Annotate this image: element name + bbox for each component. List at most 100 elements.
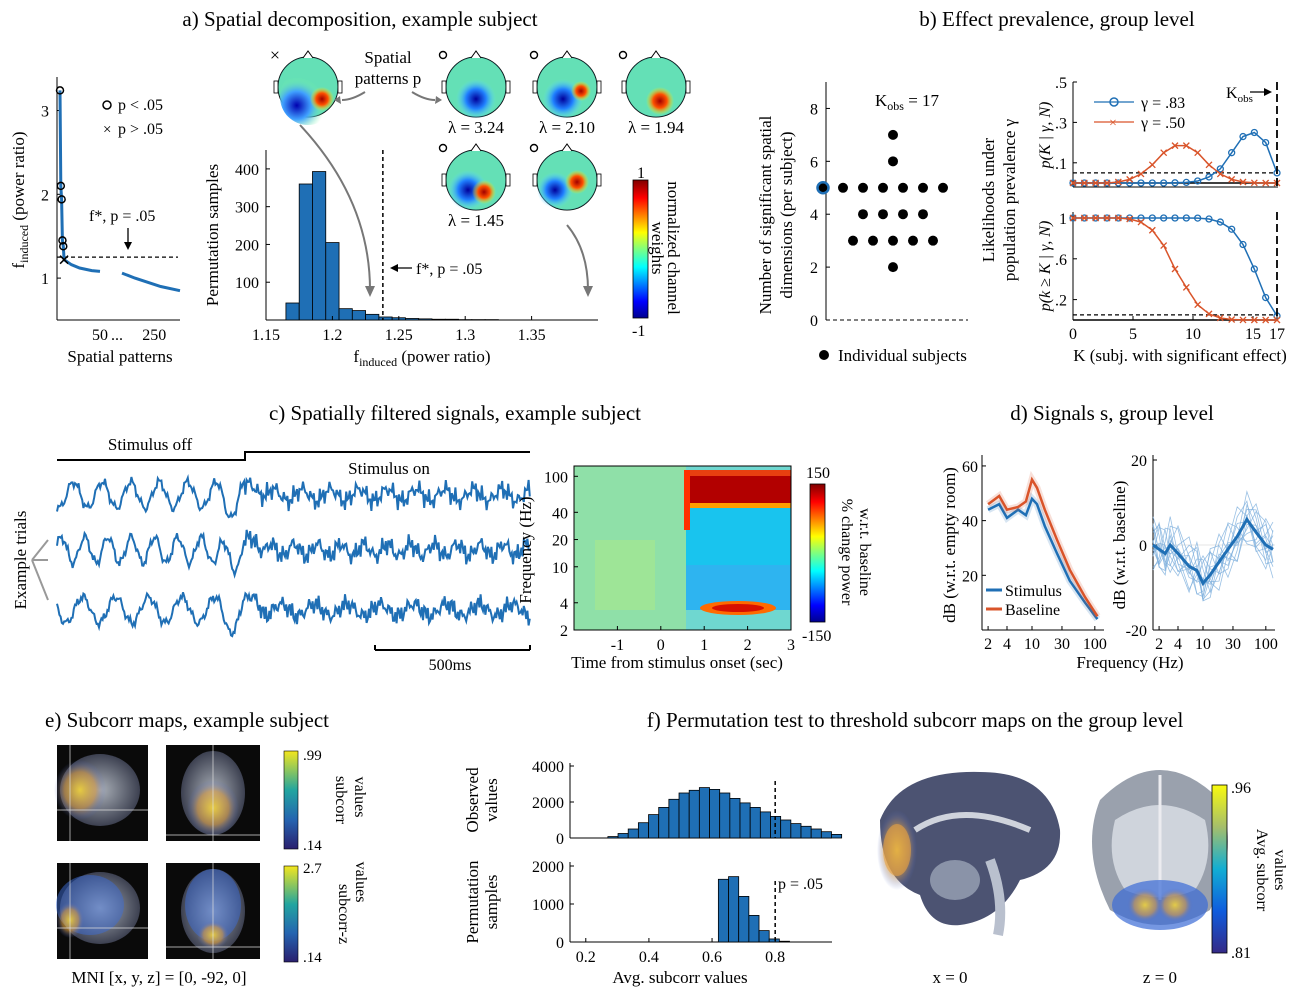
a-hist-ytick-label: 400 — [235, 162, 259, 179]
f-hist-bar — [748, 915, 760, 943]
subject-dot — [878, 182, 888, 193]
d-left-xtick-label: 4 — [1003, 636, 1011, 653]
a-left-ylabel: finduced (power ratio) — [9, 131, 31, 268]
topomap-ear — [505, 80, 511, 94]
lambda-label: λ = 2.10 — [539, 118, 595, 137]
tfr-ylabel: Frequency (Hz) — [516, 496, 535, 603]
a-hist-bar — [405, 318, 420, 321]
stimulus-on-label: Stimulus on — [348, 459, 430, 478]
cb-a-label-2: weights — [648, 222, 667, 275]
f-hist-bar — [717, 878, 729, 943]
prev-marker-circle — [1216, 165, 1224, 173]
a-hist-bar — [338, 308, 353, 321]
panel-b-title: b) Effect prevalence, group level — [919, 7, 1195, 31]
tfr-xtick-label: 1 — [700, 637, 708, 654]
tfr-cb-min: -150 — [802, 628, 831, 645]
panel-a-title: a) Spatial decomposition, example subjec… — [182, 7, 537, 31]
brain-z-label: z = 0 — [1143, 968, 1177, 987]
f-hist-xtick-label: 0.4 — [639, 949, 659, 966]
f-obs-ylabel-2: values — [482, 778, 501, 821]
prev-marker-x — [1069, 179, 1077, 187]
topomap-blob — [310, 87, 334, 111]
lambda-label: λ = 3.24 — [448, 118, 505, 137]
prev-marker-x — [1262, 316, 1270, 324]
prev-marker-x — [1228, 316, 1236, 323]
prev-ytick-label: .6 — [1055, 252, 1067, 269]
prev-marker-x — [1216, 314, 1224, 322]
f-cb-label-2: values — [1271, 850, 1288, 891]
a-hist-bar — [365, 313, 380, 321]
d-right-ytick-label: 20 — [1131, 453, 1147, 470]
f-perm-annotation: p = .05 — [778, 876, 823, 893]
pattern-label-2: patterns p — [355, 69, 422, 88]
prev-marker-x — [1114, 214, 1122, 222]
e-cb1-label-2: values — [351, 777, 368, 818]
prev-marker-x — [1114, 178, 1122, 186]
a-hist-xtick-label: 1.2 — [322, 327, 342, 344]
subject-dot — [888, 262, 898, 273]
f-hist-bar — [810, 828, 822, 839]
panel-d-right: -20 0 20 2 4 10 30 100 dB (w.r.t. baseline) Fre… — [1076, 453, 1277, 672]
f-cb-max: .96 — [1231, 780, 1251, 797]
prev-marker-circle — [1182, 178, 1190, 187]
topomap-nose — [561, 50, 573, 59]
legend-sig: p < .05 — [118, 97, 163, 114]
a-hist-bar — [418, 318, 433, 321]
f-obs-ylabel-1: Observed — [463, 767, 482, 833]
prev-marker-x — [1250, 316, 1258, 324]
brain-x-label: x = 0 — [932, 968, 967, 987]
a-hist-annotation: f*, p = .05 — [416, 261, 482, 278]
prev-marker-x — [1080, 179, 1088, 187]
prev-marker-x — [1182, 283, 1190, 291]
f-hist-bar — [698, 787, 710, 839]
prev-series-line — [1073, 144, 1277, 184]
f-perm-xlabel: Avg. subcorr values — [612, 968, 747, 987]
f-hist-bar — [637, 822, 649, 839]
f-cb-min: .81 — [1231, 945, 1251, 962]
prev-marker-circle — [1250, 265, 1258, 273]
panel-a-colorbar: 1 -1 normalized channel weights — [632, 165, 683, 340]
f-hist-bar — [617, 833, 629, 839]
kobs-annotation: Kobs = 17 — [875, 91, 940, 113]
f-hist-ytick-label: 4000 — [532, 759, 564, 776]
prev-marker-circle — [1137, 179, 1145, 187]
f-hist-bar — [778, 940, 790, 943]
b-dots-ylabel-1: Number of significant spatial — [756, 115, 775, 314]
f-hist-bar — [729, 798, 741, 839]
topomap-ear — [441, 173, 447, 187]
panel-e-title: e) Subcorr maps, example subject — [45, 708, 329, 732]
tfr-cb-max: 150 — [806, 465, 830, 482]
topomap-head — [618, 50, 691, 118]
a-left-ytick-label: 1 — [41, 271, 49, 288]
d-left-xtick-label: 10 — [1024, 636, 1040, 653]
b-dots-ytick-label: 8 — [810, 101, 818, 118]
a-left-point-nonsignificant — [59, 255, 69, 265]
topomap-marker-sig — [529, 143, 539, 153]
topomap-head: × — [270, 45, 343, 125]
a-left-point-significant — [55, 86, 65, 95]
f-cb-label-1: Avg. subcorr — [1253, 829, 1270, 912]
d-right-subject-line — [1152, 503, 1274, 587]
b-top-ylabel: p(K | γ, N) — [1037, 102, 1054, 170]
f-hist-bar — [607, 836, 619, 839]
a-left-legend: p < .05 × p > .05 — [102, 97, 163, 138]
kobs-label: Kobs — [1226, 85, 1253, 105]
prev-xtick-label: 17 — [1269, 326, 1285, 343]
f-hist-xtick-label: 0.6 — [702, 949, 722, 966]
prev-marker-x — [1148, 161, 1156, 169]
prev-marker-circle — [1239, 240, 1247, 249]
subject-dot — [858, 182, 868, 193]
d-right-xtick-label: 10 — [1195, 636, 1211, 653]
panel-e-colorbars: .99 .14 subcorr values 2.7 .14 subcorr-z… — [283, 748, 369, 966]
prev-xtick-label: 10 — [1185, 326, 1201, 343]
f-hist-bar — [678, 792, 690, 839]
topomap-ear — [337, 80, 343, 94]
a-hist-ytick-label: 300 — [235, 200, 259, 217]
topomap-nose — [650, 50, 662, 59]
b-outer-ylabel-2: population prevalence γ — [1000, 118, 1019, 281]
topomap-nose — [470, 143, 482, 152]
f-hist-bar — [800, 825, 812, 839]
prev-marker-x — [1273, 316, 1281, 324]
f-hist-bar — [759, 811, 771, 839]
panel-b-top-chart: .1 .3 .5 p(K | γ, N) γ = .83 × γ = .50 Kob… — [1037, 75, 1281, 188]
